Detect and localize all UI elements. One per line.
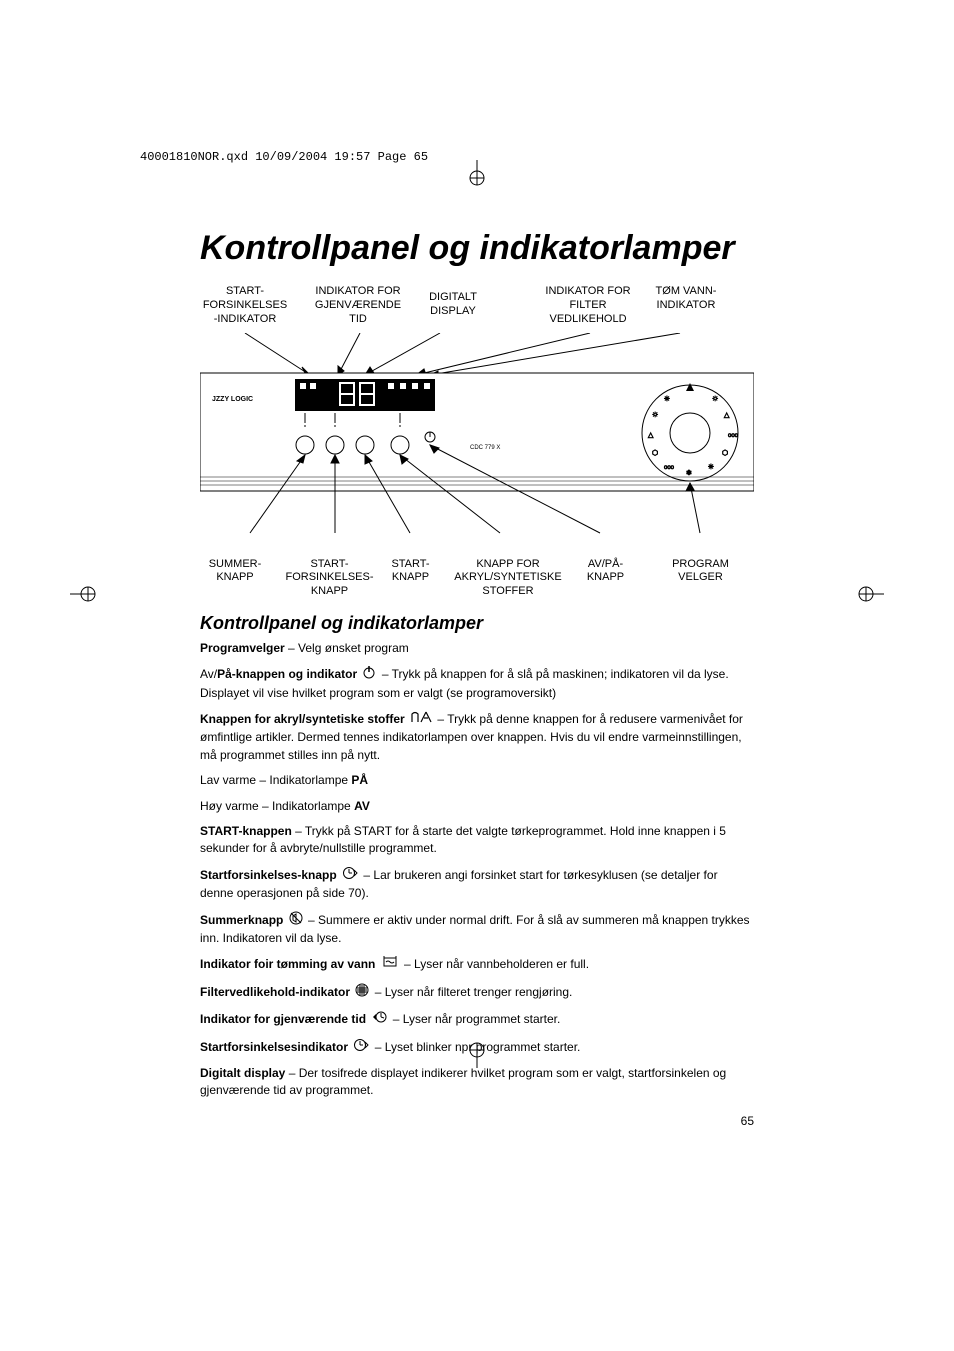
label-digital-display: DIGITALTDISPLAY [418,285,488,326]
delay-indicator-icon [353,1038,369,1057]
term: Knappen for akryl/syntetiske stoffer [200,712,405,726]
text: – Velg ønsket program [285,641,409,655]
para-display: Digitalt display – Der tosifrede display… [200,1065,754,1100]
svg-text:☀: ☀ [652,411,658,419]
para-onoff: Av/På-knappen og indikator – Trykk på kn… [200,665,754,702]
diagram-top-labels: START-FORSINKELSES-INDIKATOR INDIKATOR F… [200,285,754,326]
model-text: CDC 779 X [470,445,500,451]
text: – Summere er aktiv under normal drift. F… [200,912,750,945]
text: – Lyser når programmet starter. [393,1012,561,1026]
power-icon [362,665,376,684]
text: Høy varme – Indikatorlampe [200,799,354,813]
para-summer: Summerknapp – Summere er aktiv under nor… [200,911,754,948]
filter-icon [355,983,369,1002]
label-acryl-button: KNAPP FORAKRYL/SYNTETISKESTOFFER [448,558,568,599]
label-program-selector: PROGRAMVELGER [663,558,738,599]
label-remaining-indicator: INDIKATOR FORGJENVÆRENDETID [308,285,408,326]
term: Filtervedlikehold-indikator [200,985,350,999]
para-delay-button: Startforsinkelses-knapp – Lar brukeren a… [200,866,754,903]
svg-text:ooo: ooo [728,433,739,439]
crop-mark-left-icon [70,580,98,608]
crop-mark-right-icon [856,580,884,608]
page-title: Kontrollpanel og indikatorlamper [200,230,754,267]
crop-mark-bottom-icon [463,1040,491,1068]
label-filter-indicator: INDIKATOR FORFILTERVEDLIKEHOLD [538,285,638,326]
term: PÅ [351,773,368,787]
label-delay-button: START-FORSINKELSES-KNAPP [282,558,377,599]
page-number: 65 [200,1114,754,1128]
para-water: Indikator foir tømming av vann – Lyser n… [200,955,754,974]
label-summer-button: SUMMER-KNAPP [200,558,270,599]
para-start: START-knappen – Trykk på START for å sta… [200,823,754,858]
svg-text:△: △ [648,432,654,439]
water-tank-icon [381,955,399,974]
term: Indikator foir tømming av vann [200,957,375,971]
text: Av/ [200,667,217,681]
remaining-time-icon [371,1010,387,1029]
term: Indikator for gjenværende tid [200,1012,366,1026]
pdf-header-line: 40001810NOR.qxd 10/09/2004 19:57 Page 65 [140,150,428,164]
svg-text:✳: ✳ [664,395,670,403]
svg-text:△: △ [724,412,730,419]
term: Digitalt display [200,1066,285,1080]
svg-text:⬡: ⬡ [722,449,728,457]
para-filter: Filtervedlikehold-indikator – Lyser når … [200,983,754,1002]
control-panel-diagram: JZZY LOGIC [200,333,754,548]
svg-text:ooo: ooo [664,465,675,471]
clock-arrow-icon [342,866,358,885]
text: – Lyser når vannbeholderen er full. [404,957,589,971]
para-programvelger: Programvelger – Velg ønsket program [200,640,754,657]
text: – Lyser når filteret trenger rengjøring. [375,985,573,999]
text: Lav varme – Indikatorlampe [200,773,351,787]
svg-text:❄: ❄ [686,469,692,477]
svg-text:⬡: ⬡ [652,449,658,457]
svg-text:☀: ☀ [712,395,718,403]
term: AV [354,799,370,813]
label-empty-water-indicator: TØM VANN-INDIKATOR [646,285,726,326]
term: På-knappen og indikator [217,667,357,681]
brand-text: JZZY LOGIC [212,396,253,403]
label-onoff-button: AV/PÅ-KNAPP [578,558,633,599]
para-lowheat: Lav varme – Indikatorlampe PÅ [200,772,754,789]
term: Programvelger [200,641,285,655]
para-highheat: Høy varme – Indikatorlampe AV [200,798,754,815]
acryl-icon [410,710,432,729]
term: Summerknapp [200,912,283,926]
term: Startforsinkelsesindikator [200,1039,348,1053]
buzzer-icon [289,911,303,930]
term: START-knappen [200,824,292,838]
label-start-button: START-KNAPP [383,558,438,599]
crop-mark-top-icon [463,160,491,188]
diagram-bottom-labels: SUMMER-KNAPP START-FORSINKELSES-KNAPP ST… [200,558,754,599]
term: Startforsinkelses-knapp [200,868,337,882]
para-remaining: Indikator for gjenværende tid – Lyser nå… [200,1010,754,1029]
label-delay-indicator: START-FORSINKELSES-INDIKATOR [200,285,290,326]
para-acryl: Knappen for akryl/syntetiske stoffer – T… [200,710,754,764]
svg-text:✳: ✳ [708,463,714,471]
section-subtitle: Kontrollpanel og indikatorlamper [200,613,754,634]
